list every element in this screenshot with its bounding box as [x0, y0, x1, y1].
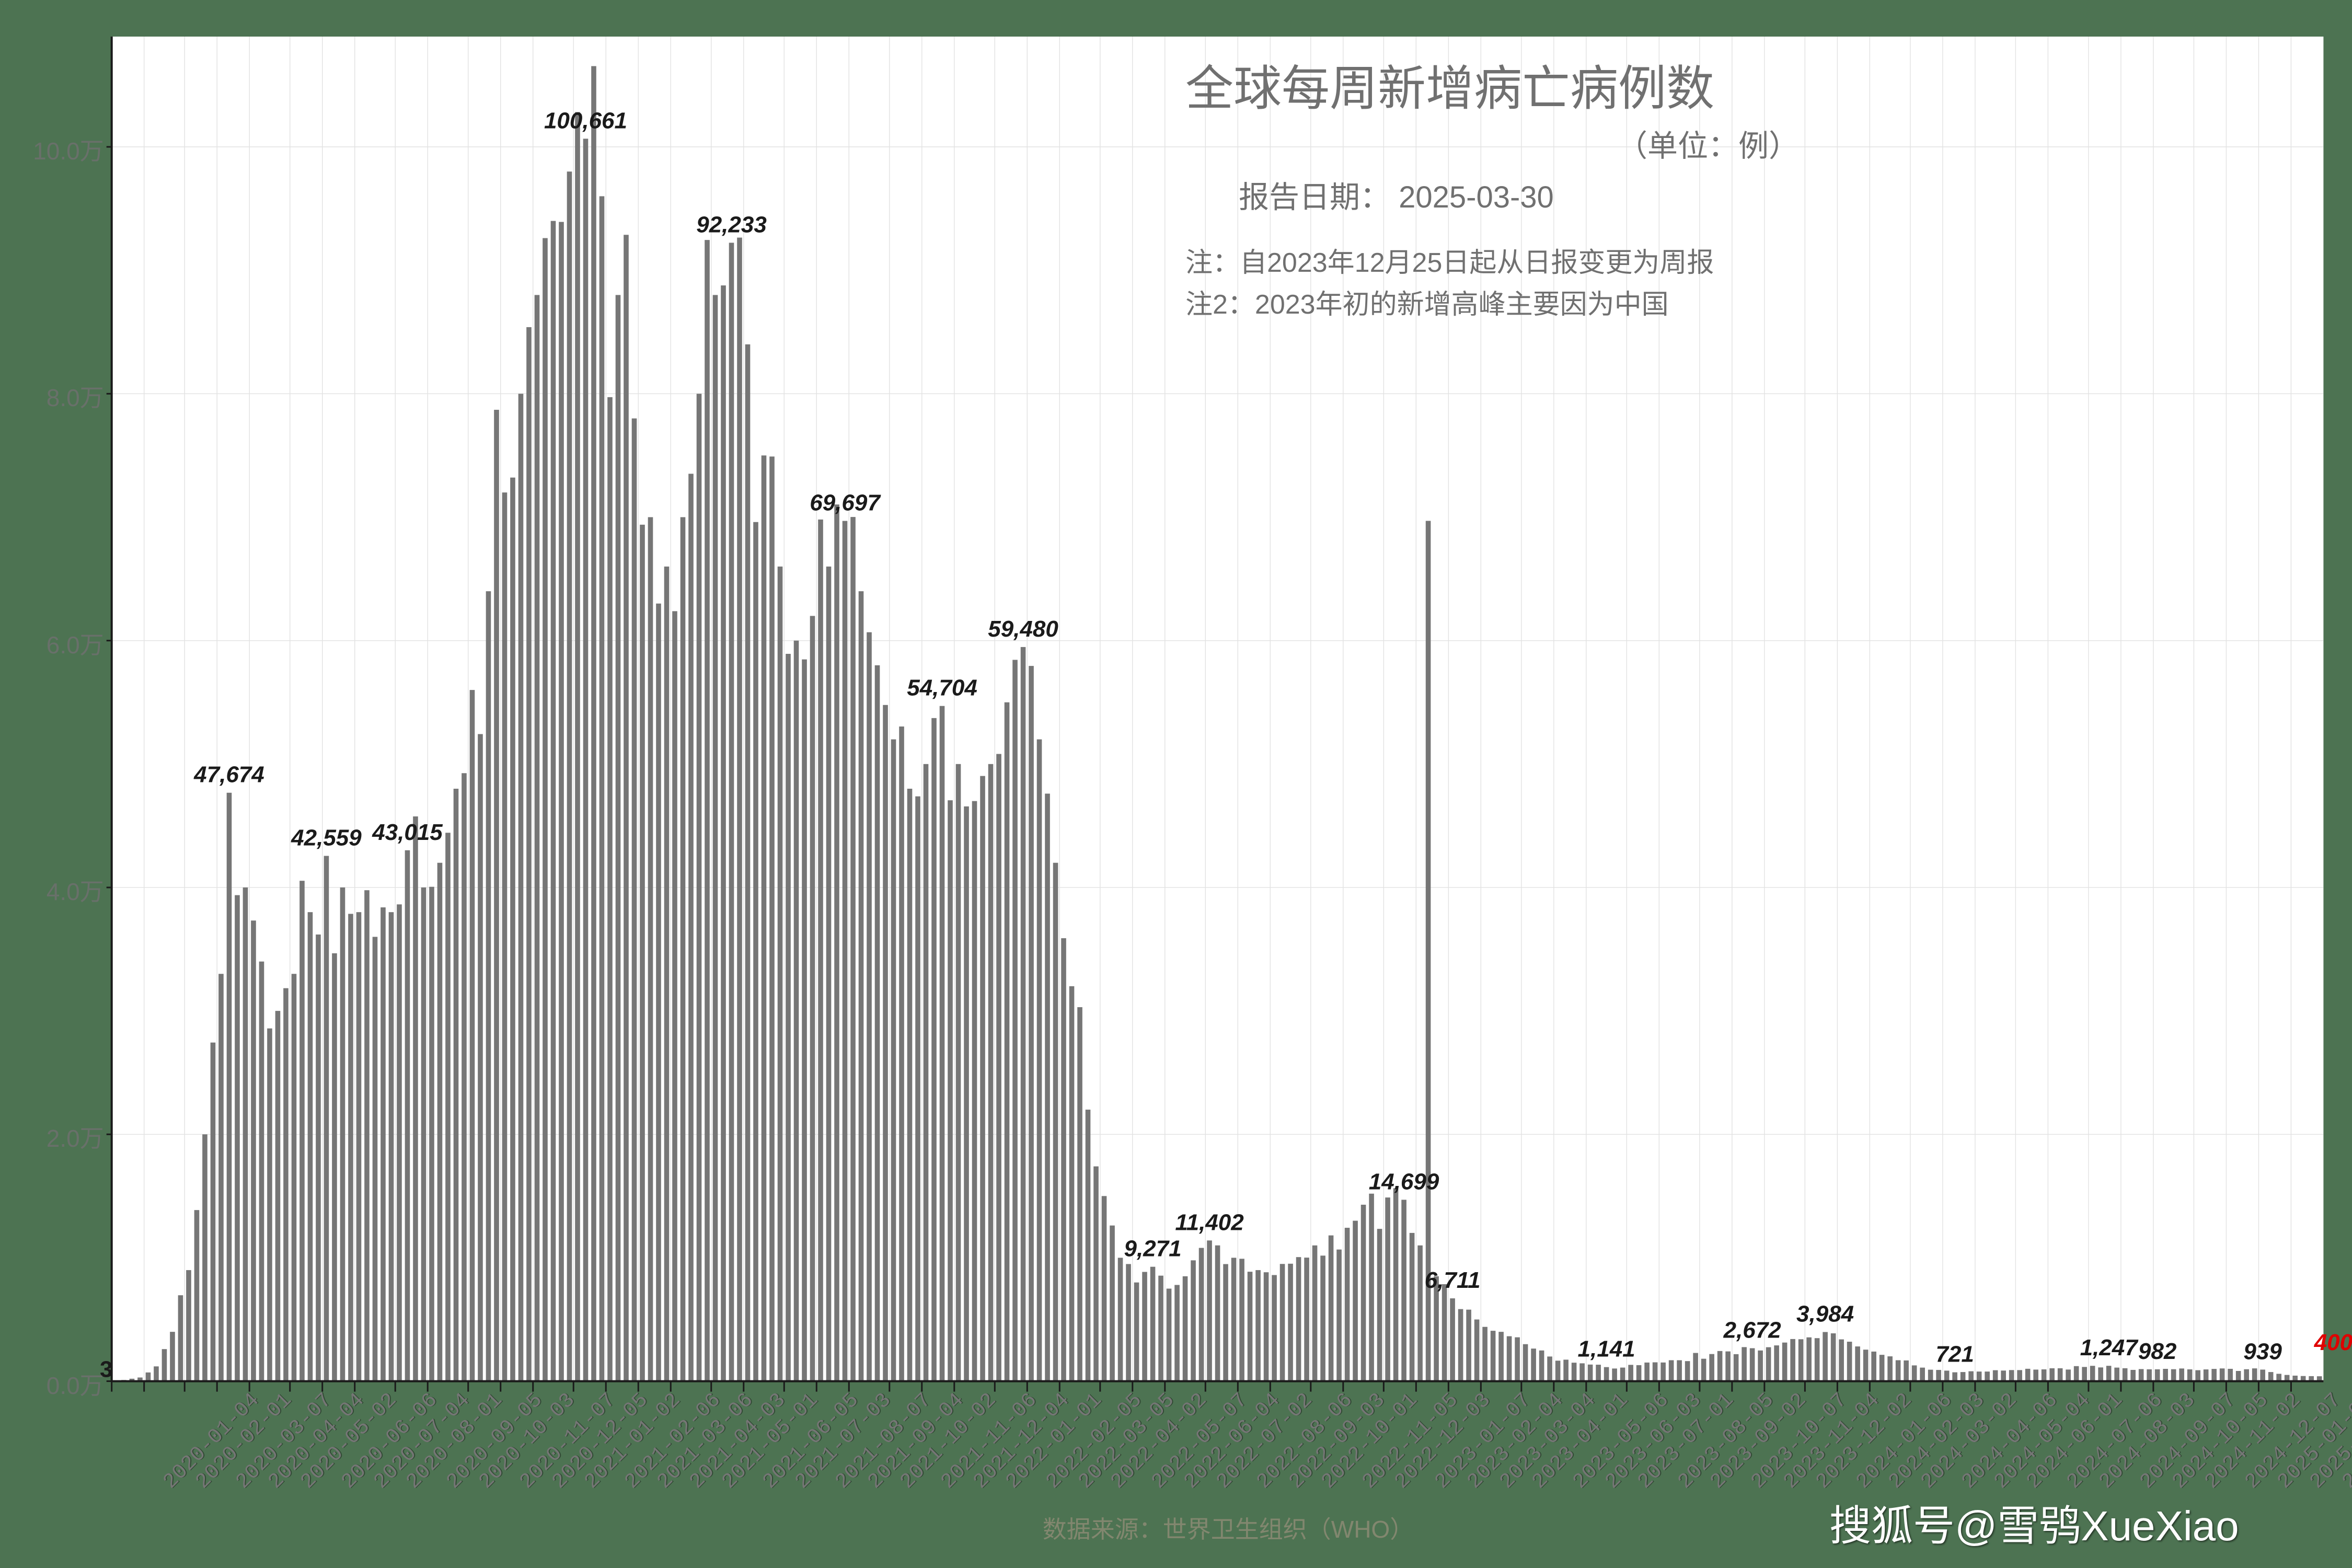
svg-text:939: 939: [2243, 1339, 2282, 1364]
svg-text:69,697: 69,697: [810, 490, 881, 516]
svg-text:982: 982: [2138, 1339, 2177, 1364]
svg-text:2,672: 2,672: [1723, 1318, 1782, 1343]
svg-text:1,141: 1,141: [1578, 1336, 1635, 1362]
svg-text:92,233: 92,233: [696, 212, 767, 237]
svg-text:11,402: 11,402: [1175, 1209, 1244, 1235]
svg-text:1,247: 1,247: [2080, 1335, 2139, 1361]
svg-text:42,559: 42,559: [291, 825, 362, 851]
svg-text:6,711: 6,711: [1425, 1267, 1481, 1293]
svg-text:43,015: 43,015: [372, 820, 443, 845]
svg-text:721: 721: [1935, 1342, 1974, 1367]
svg-text:100,661: 100,661: [544, 108, 627, 133]
svg-text:400: 400: [2314, 1330, 2352, 1355]
svg-text:59,480: 59,480: [988, 616, 1058, 642]
svg-text:54,704: 54,704: [907, 675, 977, 701]
svg-text:9,271: 9,271: [1124, 1236, 1181, 1262]
svg-text:3,984: 3,984: [1796, 1301, 1854, 1327]
svg-text:14,699: 14,699: [1369, 1169, 1439, 1194]
svg-text:47,674: 47,674: [193, 762, 264, 788]
